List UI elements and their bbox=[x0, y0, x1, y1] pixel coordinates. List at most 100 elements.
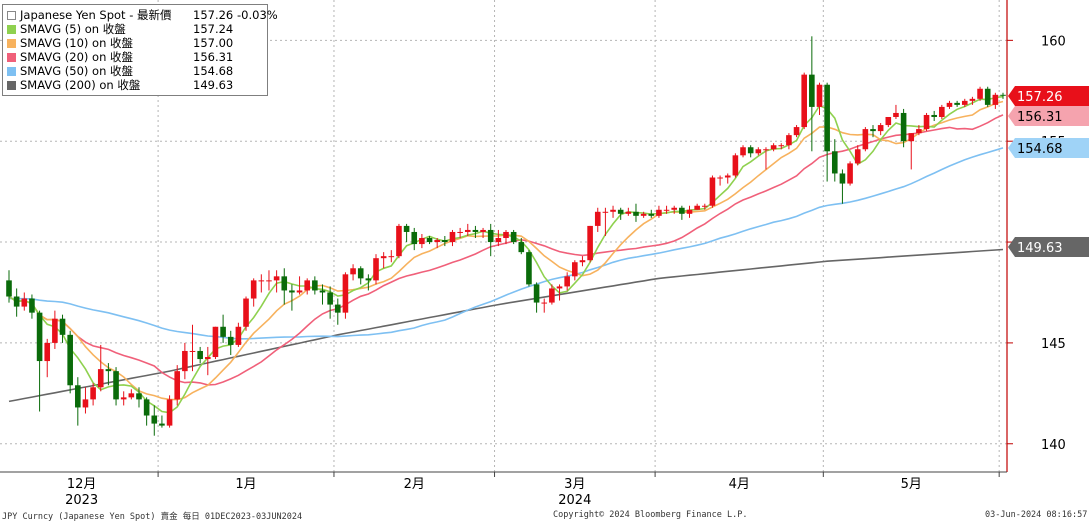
price-tag-bg bbox=[1008, 106, 1089, 126]
candle-body bbox=[587, 225, 593, 261]
legend-label: SMAVG (20) on 收盤 bbox=[20, 50, 134, 64]
candle-body bbox=[250, 280, 257, 299]
candle-body bbox=[579, 260, 586, 263]
candle-body bbox=[961, 100, 968, 105]
candle-body bbox=[617, 209, 624, 214]
candle-body bbox=[396, 225, 402, 257]
candle-body bbox=[663, 209, 670, 211]
candle-body bbox=[648, 213, 655, 216]
candle-body bbox=[518, 242, 525, 253]
candle-body bbox=[159, 423, 165, 426]
price-tag: 154.68 bbox=[1008, 138, 1089, 158]
candle-body bbox=[969, 98, 976, 101]
candle-body bbox=[702, 205, 708, 207]
candle-body bbox=[334, 304, 341, 313]
candle-body bbox=[59, 318, 66, 335]
candle-body bbox=[503, 231, 509, 239]
candle-body bbox=[426, 238, 433, 243]
candle-body bbox=[724, 175, 731, 178]
sma50-line bbox=[8, 147, 1004, 340]
candle-body bbox=[564, 276, 570, 287]
legend-item-sma200: SMAVG (200) on 收盤 149.63 bbox=[7, 78, 233, 92]
candle-body bbox=[640, 213, 647, 216]
x-month-label: 5月 bbox=[901, 477, 922, 492]
legend-label: SMAVG (200) on 收盤 bbox=[20, 78, 141, 92]
candle-body bbox=[877, 125, 884, 132]
candle-body bbox=[327, 292, 333, 305]
candle-body bbox=[464, 229, 471, 232]
candle-body bbox=[786, 135, 792, 146]
legend: Japanese Yen Spot - 最新價 157.26 -0.03% SM… bbox=[2, 4, 278, 96]
candle-body bbox=[824, 84, 830, 152]
candle-body bbox=[671, 207, 678, 210]
price-tag-label: 149.63 bbox=[1017, 241, 1063, 256]
candle-body bbox=[44, 342, 51, 362]
x-month-label: 12月 bbox=[67, 477, 97, 492]
x-month-label: 2月 bbox=[404, 477, 425, 492]
price-tag-label: 157.26 bbox=[1017, 90, 1063, 105]
candle-body bbox=[946, 102, 953, 107]
candle-body bbox=[312, 280, 318, 291]
candle-body bbox=[916, 129, 922, 134]
y-tick-label: 160 bbox=[1041, 34, 1066, 49]
candle-body bbox=[954, 102, 960, 105]
candle-body bbox=[801, 74, 807, 128]
candle-body bbox=[97, 369, 104, 388]
legend-swatch bbox=[7, 25, 16, 34]
footer-timestamp: 03-Jun-2024 08:16:57 bbox=[985, 510, 1088, 520]
candle-body bbox=[373, 258, 379, 281]
x-year-label: 2024 bbox=[558, 493, 591, 508]
candle-body bbox=[923, 114, 930, 130]
candle-body bbox=[205, 357, 211, 360]
price-tag-bg bbox=[1008, 138, 1089, 158]
x-month-label: 3月 bbox=[564, 477, 585, 492]
candle-body bbox=[21, 298, 28, 307]
candle-body bbox=[900, 112, 907, 142]
candle-body bbox=[694, 205, 700, 210]
legend-value: 157.24 bbox=[193, 22, 234, 36]
candle-body bbox=[105, 369, 112, 372]
candle-body bbox=[763, 149, 769, 151]
legend-swatch bbox=[7, 67, 16, 76]
candle-body bbox=[487, 229, 494, 243]
candle-body bbox=[709, 177, 716, 206]
x-year-label: 2023 bbox=[65, 493, 98, 508]
candle-body bbox=[419, 238, 425, 245]
candle-body bbox=[526, 252, 532, 285]
candle-body bbox=[151, 415, 158, 424]
candle-body bbox=[931, 114, 937, 117]
candle-body bbox=[755, 149, 762, 154]
candle-body bbox=[120, 397, 127, 400]
candle-body bbox=[602, 211, 609, 213]
candle-body bbox=[357, 268, 364, 279]
candle-body bbox=[533, 284, 540, 303]
candle-body bbox=[350, 268, 356, 275]
candle-body bbox=[182, 350, 188, 372]
legend-swatch bbox=[7, 53, 16, 62]
candle-body bbox=[870, 129, 876, 132]
x-month-label: 1月 bbox=[235, 477, 256, 492]
price-tag-label: 156.31 bbox=[1017, 110, 1063, 125]
candle-body bbox=[197, 350, 203, 360]
candle-body bbox=[747, 147, 754, 154]
candle-body bbox=[220, 326, 226, 337]
candle-body bbox=[52, 318, 58, 343]
candle-body bbox=[977, 88, 983, 99]
candle-body bbox=[549, 288, 555, 303]
candle-body bbox=[113, 371, 119, 400]
candle-body bbox=[442, 240, 448, 243]
candle-body bbox=[143, 399, 150, 416]
legend-swatch bbox=[7, 81, 16, 90]
legend-value: 156.31 bbox=[193, 50, 234, 64]
candle-body bbox=[258, 280, 265, 282]
candle-body bbox=[296, 290, 303, 293]
candle-body bbox=[495, 238, 502, 243]
candle-body bbox=[6, 280, 12, 297]
candle-body bbox=[984, 88, 991, 105]
candle-body bbox=[679, 207, 685, 214]
legend-value: 157.00 bbox=[193, 36, 234, 50]
candle-body bbox=[831, 151, 838, 174]
candle-body bbox=[36, 312, 43, 362]
candle-body bbox=[449, 231, 456, 243]
candlesticks bbox=[6, 36, 1006, 436]
